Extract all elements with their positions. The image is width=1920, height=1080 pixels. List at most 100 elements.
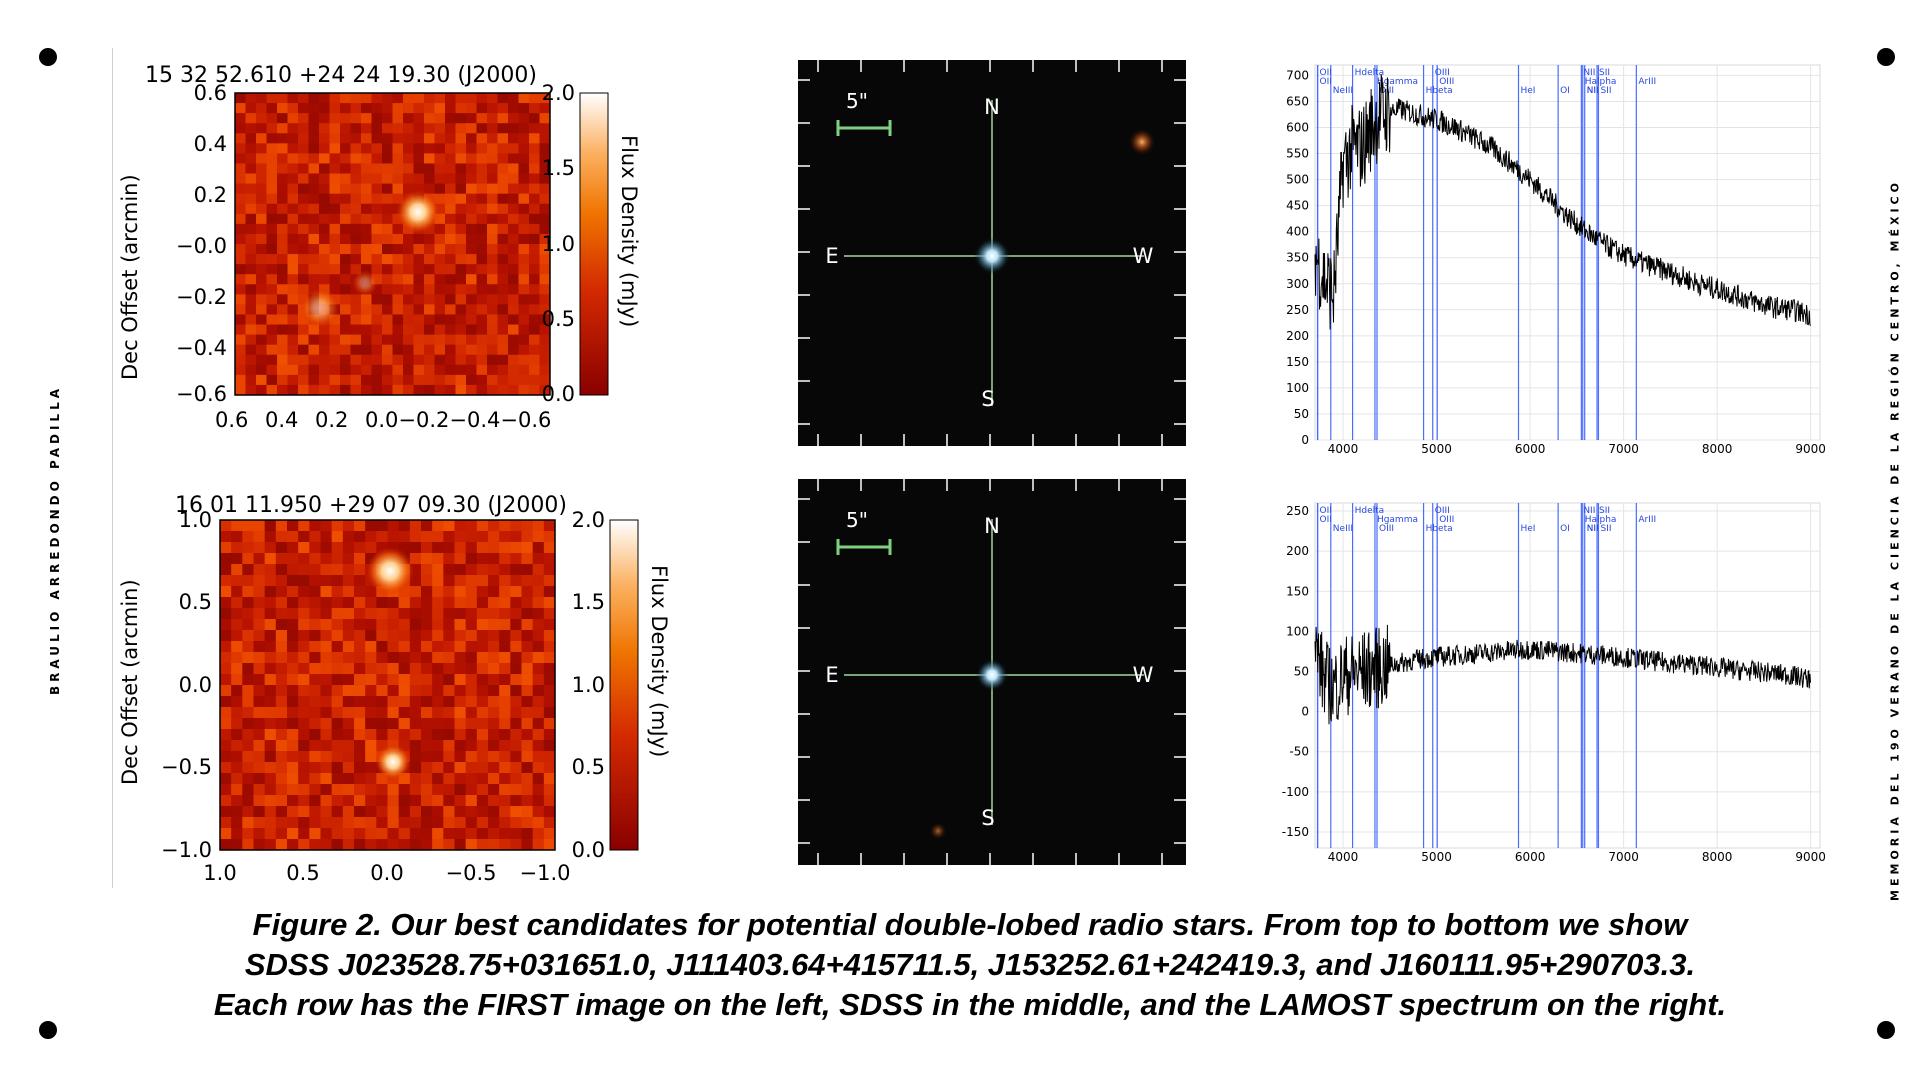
heatmap-cell [499, 597, 511, 609]
heatmap-cell [382, 113, 393, 124]
heatmap-cell [424, 103, 435, 114]
heatmap-cell [340, 304, 351, 315]
heatmap-cell [308, 264, 320, 275]
heatmap-cell [476, 619, 489, 631]
y-tick-label: -150 [1282, 825, 1309, 839]
heatmap-cell [432, 663, 444, 675]
heatmap-cell [309, 828, 321, 840]
heatmap-cell [488, 729, 500, 741]
heatmap-cell [371, 213, 383, 225]
heatmap-cell [488, 795, 500, 807]
ytick: 0.2 [194, 183, 227, 207]
heatmap-cell [488, 575, 500, 587]
heatmap-cell [256, 274, 267, 285]
heatmap-cell [264, 762, 277, 774]
heatmap-cell [298, 123, 309, 134]
heatmap-cell [445, 254, 456, 265]
heatmap-cell [455, 314, 467, 326]
heatmap-cell [340, 344, 351, 356]
heatmap-cell [342, 740, 355, 752]
heatmap-cell [445, 113, 456, 124]
y-tick-label: 100 [1286, 381, 1309, 395]
heatmap-cell [487, 223, 498, 235]
heatmap-cell [242, 707, 254, 719]
heatmap-cell [466, 213, 477, 225]
heatmap-cell [398, 685, 411, 697]
heatmap-cell [455, 183, 467, 195]
heatmap-cell [445, 163, 456, 175]
heatmap-cell [510, 553, 522, 565]
heatmap-cell [365, 652, 377, 664]
heatmap-cell [331, 531, 344, 543]
heatmap-cell [521, 564, 534, 576]
heatmap-cell [398, 718, 411, 730]
heatmap-cell [539, 364, 551, 376]
heatmap-cell [532, 630, 545, 642]
heatmap-cell [350, 93, 362, 104]
heatmap-cell [329, 324, 341, 336]
heatmap-cell [488, 531, 500, 543]
cbar-tick: 1.5 [572, 590, 605, 614]
heatmap-cell [320, 597, 333, 609]
heatmap-cell [488, 773, 500, 785]
heatmap-cell [376, 707, 388, 719]
heatmap-cell [309, 762, 321, 774]
heatmap-cell [521, 542, 534, 554]
heatmap-cell [487, 123, 498, 134]
heatmap-cell [371, 233, 383, 245]
heatmap-cell [340, 103, 351, 114]
heatmap-cell [320, 795, 333, 807]
cbar-tick: 0.0 [542, 382, 575, 406]
heatmap-cell [392, 223, 404, 235]
heatmap-cell [253, 784, 266, 796]
heatmap-cell [409, 663, 422, 675]
heatmap-cell [320, 784, 333, 796]
heatmap-cell [454, 663, 467, 675]
heatmap-cell [350, 183, 362, 195]
heatmap-cell [432, 795, 444, 807]
heatmap-cell [529, 264, 540, 275]
heatmap-cell [342, 674, 355, 686]
heatmap-cell [529, 113, 540, 124]
heatmap-cell [488, 762, 500, 774]
heatmap-cell [476, 213, 488, 225]
heatmap-cell [488, 619, 500, 631]
heatmap-cell [508, 334, 519, 346]
heatmap-cell [320, 674, 333, 686]
heatmap-cell [371, 254, 383, 265]
heatmap-cell [398, 817, 411, 829]
heatmap-cell [455, 294, 467, 305]
heatmap-cell [256, 344, 267, 356]
heatmap-cell [275, 740, 288, 752]
heatmap-cell [421, 784, 433, 796]
heatmap-cell [445, 143, 456, 154]
heatmap-cell [455, 113, 467, 124]
heatmap-cell [508, 143, 519, 154]
heatmap-cell [455, 364, 467, 376]
heatmap-cell [518, 203, 530, 215]
heatmap-cell [287, 685, 299, 697]
heatmap-cell [350, 294, 362, 305]
heatmap-cell [350, 324, 362, 336]
heatmap-cell [319, 374, 330, 386]
heatmap-cell [465, 674, 478, 686]
heatmap-cell [256, 254, 267, 265]
heatmap-cell [350, 173, 362, 185]
heatmap-cell [242, 553, 254, 565]
heatmap-cell [340, 173, 351, 185]
heatmap-cell [331, 707, 344, 719]
heatmap-cell [539, 133, 551, 144]
heatmap-cell [235, 193, 246, 205]
heatmap-cell [376, 817, 388, 829]
heatmap-cell [543, 784, 556, 796]
heatmap-cell [361, 153, 372, 164]
heatmap-cell [488, 696, 500, 708]
heatmap-cell [499, 685, 511, 697]
heatmap-cell [539, 193, 551, 205]
heatmap-cell [543, 674, 556, 686]
heatmap-cell [376, 608, 388, 620]
heatmap-cell [476, 575, 489, 587]
line-label: NII [1583, 68, 1595, 78]
heatmap-cell [264, 784, 277, 796]
heatmap-cell [308, 274, 320, 285]
